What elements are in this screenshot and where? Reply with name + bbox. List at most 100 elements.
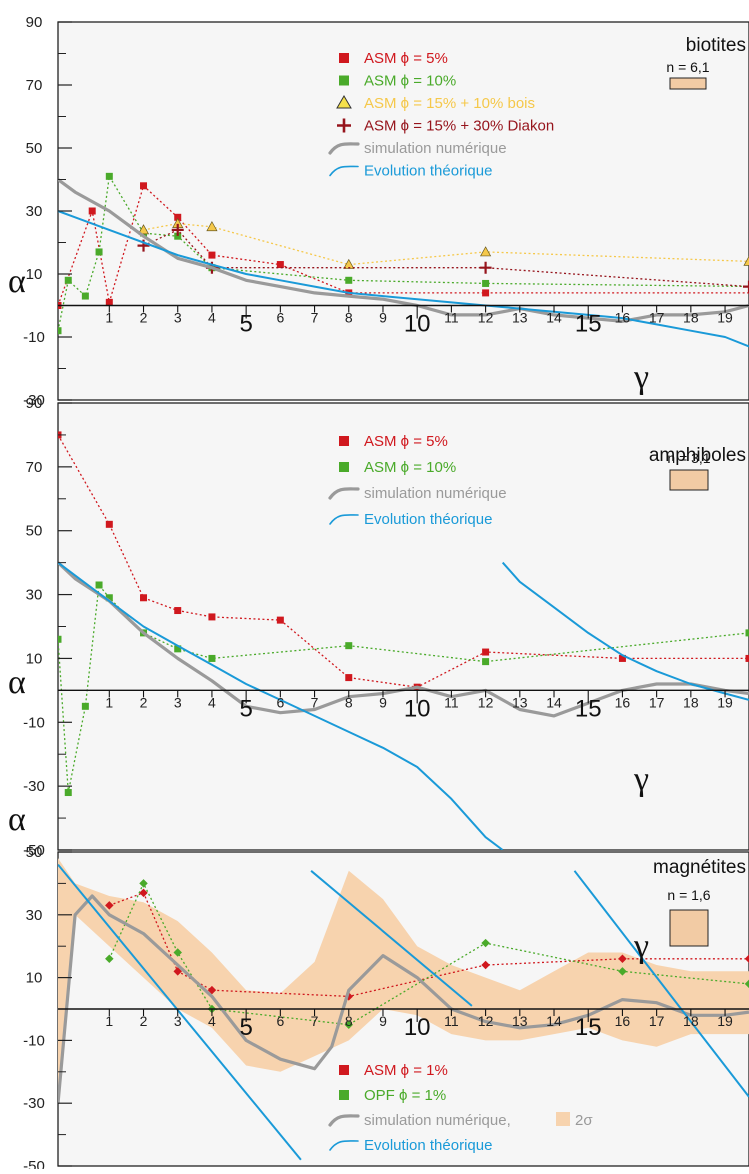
n-label: n = 3,1 <box>667 450 710 466</box>
y-tick-label: 50 <box>26 140 43 157</box>
y-tick-label: -30 <box>23 1095 45 1112</box>
y-tick-label: 50 <box>26 523 43 540</box>
x-tick-label: 18 <box>683 310 699 326</box>
legend-marker-asm10 <box>339 76 349 86</box>
point-asm5 <box>482 289 489 296</box>
x-tick-label: 18 <box>683 1013 699 1029</box>
x-tick-label: 2 <box>140 694 148 710</box>
x-tick-label: 1 <box>105 694 113 710</box>
mineral-label: biotites <box>686 35 746 56</box>
legend-label-asm15diakon: ASM ϕ = 15% + 30% Diakon <box>364 118 554 135</box>
x-tick-label: 2 <box>140 1013 148 1029</box>
legend-label-theory: Evolution théorique <box>364 511 492 528</box>
x-tick-label: 4 <box>208 1013 216 1029</box>
y-tick-label: -10 <box>23 714 45 731</box>
y-tick-label: 50 <box>26 844 43 861</box>
point-asm5 <box>482 649 489 656</box>
x-tick-label: 3 <box>174 310 182 326</box>
x-tick-label: 16 <box>615 310 631 326</box>
x-axis-symbol: γ <box>633 359 649 396</box>
x-tick-label: 6 <box>276 310 284 326</box>
legend-marker-asm5 <box>339 436 349 446</box>
point-asm10 <box>96 248 103 255</box>
point-asm10 <box>82 293 89 300</box>
x-tick-label: 11 <box>444 694 459 710</box>
y-tick-label: 10 <box>26 266 43 283</box>
x-tick-label-major: 5 <box>239 1014 252 1041</box>
y-axis-symbol: α <box>8 263 26 300</box>
x-tick-label-major: 15 <box>575 311 602 338</box>
legend-label-asm1: ASM ϕ = 1% <box>364 1062 448 1079</box>
point-asm10 <box>345 642 352 649</box>
point-asm5 <box>140 594 147 601</box>
x-tick-label: 8 <box>345 1013 353 1029</box>
x-tick-label: 12 <box>478 1013 494 1029</box>
x-tick-label: 3 <box>174 694 182 710</box>
point-asm10 <box>746 629 749 636</box>
point-asm5 <box>208 613 215 620</box>
point-asm5 <box>140 182 147 189</box>
x-tick-label: 8 <box>345 694 353 710</box>
x-tick-label: 6 <box>276 1013 284 1029</box>
point-asm10 <box>208 655 215 662</box>
legend-band-label: 2σ <box>575 1112 593 1129</box>
y-axis-symbol: α <box>8 801 26 838</box>
point-asm5 <box>277 617 284 624</box>
x-tick-label: 14 <box>546 310 562 326</box>
x-tick-label: 11 <box>444 310 459 326</box>
point-asm10 <box>106 173 113 180</box>
x-tick-label: 17 <box>649 310 665 326</box>
x-tick-label: 7 <box>311 310 319 326</box>
x-tick-label: 12 <box>478 694 494 710</box>
y-tick-label: 90 <box>26 14 43 31</box>
point-asm10 <box>345 277 352 284</box>
legend-label-asm5: ASM ϕ = 5% <box>364 50 448 67</box>
x-tick-label: 13 <box>512 694 528 710</box>
x-tick-label: 17 <box>649 1013 665 1029</box>
legend-label-simulation: simulation numérique <box>364 485 507 502</box>
n-box <box>670 470 708 490</box>
x-tick-label: 1 <box>105 310 113 326</box>
x-tick-label-major: 5 <box>239 695 252 722</box>
mineral-label: magnétites <box>653 857 746 878</box>
n-box <box>670 910 708 946</box>
y-tick-label: 30 <box>26 587 43 604</box>
point-asm10 <box>65 789 72 796</box>
x-tick-label-major: 15 <box>575 1014 602 1041</box>
x-tick-label: 8 <box>345 310 353 326</box>
y-tick-label: 70 <box>26 459 43 476</box>
legend-label-theory: Evolution théorique <box>364 1137 492 1154</box>
point-asm5 <box>174 607 181 614</box>
n-label: n = 6,1 <box>666 59 709 75</box>
x-axis-symbol: γ <box>633 928 649 965</box>
point-asm5 <box>89 208 96 215</box>
x-tick-label: 7 <box>311 694 319 710</box>
x-tick-label: 11 <box>444 1013 459 1029</box>
y-tick-label: 90 <box>26 395 43 412</box>
y-tick-label: -50 <box>23 1158 45 1169</box>
y-tick-label: 30 <box>26 203 43 220</box>
legend-label-simulation: simulation numérique <box>364 140 507 157</box>
x-tick-label: 13 <box>512 310 528 326</box>
x-tick-label: 7 <box>311 1013 319 1029</box>
y-tick-label: -10 <box>23 1032 45 1049</box>
x-tick-label: 9 <box>379 1013 387 1029</box>
point-asm5 <box>746 655 749 662</box>
x-tick-label-major: 5 <box>239 311 252 338</box>
x-tick-label: 14 <box>546 1013 562 1029</box>
legend-label-opf1: OPF ϕ = 1% <box>364 1087 446 1104</box>
point-asm10 <box>65 277 72 284</box>
legend-label-simulation: simulation numérique, <box>364 1112 511 1129</box>
x-tick-label: 6 <box>276 694 284 710</box>
legend-label-asm15bois: ASM ϕ = 15% + 10% bois <box>364 95 535 112</box>
x-tick-label: 16 <box>615 1013 631 1029</box>
legend-label-asm10: ASM ϕ = 10% <box>364 459 456 476</box>
x-tick-label-major: 10 <box>404 1014 431 1041</box>
y-tick-label: 30 <box>26 907 43 924</box>
x-tick-label: 9 <box>379 310 387 326</box>
point-asm10 <box>96 581 103 588</box>
